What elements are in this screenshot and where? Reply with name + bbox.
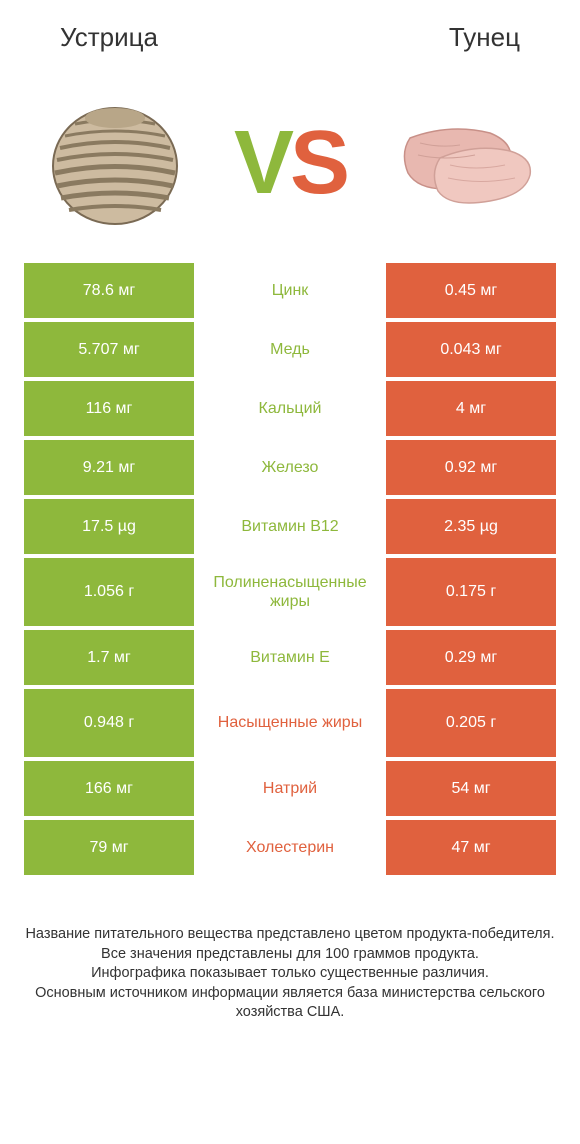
vs-row: VS [0, 63, 580, 263]
table-row: 1.7 мгВитамин E0.29 мг [24, 630, 556, 685]
table-row: 1.056 гПолиненасыщенные жиры0.175 г [24, 558, 556, 626]
right-value-cell: 54 мг [386, 761, 556, 816]
oyster-icon [45, 98, 185, 228]
left-value-cell: 116 мг [24, 381, 194, 436]
right-value-cell: 0.043 мг [386, 322, 556, 377]
right-value-cell: 2.35 µg [386, 499, 556, 554]
tuna-icon [390, 103, 540, 223]
footer-line-2: Все значения представлены для 100 граммо… [24, 945, 556, 965]
footer-line-4: Основным источником информации является … [24, 984, 556, 1023]
table-row: 9.21 мгЖелезо0.92 мг [24, 440, 556, 495]
table-row: 79 мгХолестерин47 мг [24, 820, 556, 875]
table-row: 5.707 мгМедь0.043 мг [24, 322, 556, 377]
left-food-title: Устрица [60, 22, 158, 53]
nutrient-label-cell: Натрий [198, 761, 382, 816]
right-value-cell: 0.205 г [386, 689, 556, 757]
right-value-cell: 0.175 г [386, 558, 556, 626]
nutrient-label-cell: Цинк [198, 263, 382, 318]
nutrient-label-cell: Витамин E [198, 630, 382, 685]
nutrient-label-cell: Холестерин [198, 820, 382, 875]
nutrient-label-cell: Медь [198, 322, 382, 377]
left-value-cell: 79 мг [24, 820, 194, 875]
right-value-cell: 47 мг [386, 820, 556, 875]
table-row: 166 мгНатрий54 мг [24, 761, 556, 816]
table-row: 116 мгКальций4 мг [24, 381, 556, 436]
table-row: 78.6 мгЦинк0.45 мг [24, 263, 556, 318]
vs-v: V [234, 113, 290, 213]
footer-line-3: Инфографика показывает только существенн… [24, 964, 556, 984]
nutrient-label-cell: Полиненасыщенные жиры [198, 558, 382, 626]
nutrient-label-cell: Насыщенные жиры [198, 689, 382, 757]
nutrient-label-cell: Витамин B12 [198, 499, 382, 554]
right-value-cell: 4 мг [386, 381, 556, 436]
vs-s: S [290, 113, 346, 213]
left-value-cell: 9.21 мг [24, 440, 194, 495]
nutrient-label-cell: Кальций [198, 381, 382, 436]
right-food-title: Тунец [449, 22, 520, 53]
tuna-image [390, 93, 540, 233]
left-value-cell: 1.7 мг [24, 630, 194, 685]
table-row: 0.948 гНасыщенные жиры0.205 г [24, 689, 556, 757]
footer-note: Название питательного вещества представл… [0, 875, 580, 1023]
left-value-cell: 1.056 г [24, 558, 194, 626]
vs-label: VS [234, 118, 346, 208]
oyster-image [40, 93, 190, 233]
right-value-cell: 0.29 мг [386, 630, 556, 685]
left-value-cell: 166 мг [24, 761, 194, 816]
table-row: 17.5 µgВитамин B122.35 µg [24, 499, 556, 554]
footer-line-1: Название питательного вещества представл… [24, 925, 556, 945]
left-value-cell: 17.5 µg [24, 499, 194, 554]
header: Устрица Тунец [0, 0, 580, 63]
left-value-cell: 0.948 г [24, 689, 194, 757]
right-value-cell: 0.45 мг [386, 263, 556, 318]
comparison-table: 78.6 мгЦинк0.45 мг5.707 мгМедь0.043 мг11… [0, 263, 580, 875]
left-value-cell: 78.6 мг [24, 263, 194, 318]
left-value-cell: 5.707 мг [24, 322, 194, 377]
right-value-cell: 0.92 мг [386, 440, 556, 495]
nutrient-label-cell: Железо [198, 440, 382, 495]
